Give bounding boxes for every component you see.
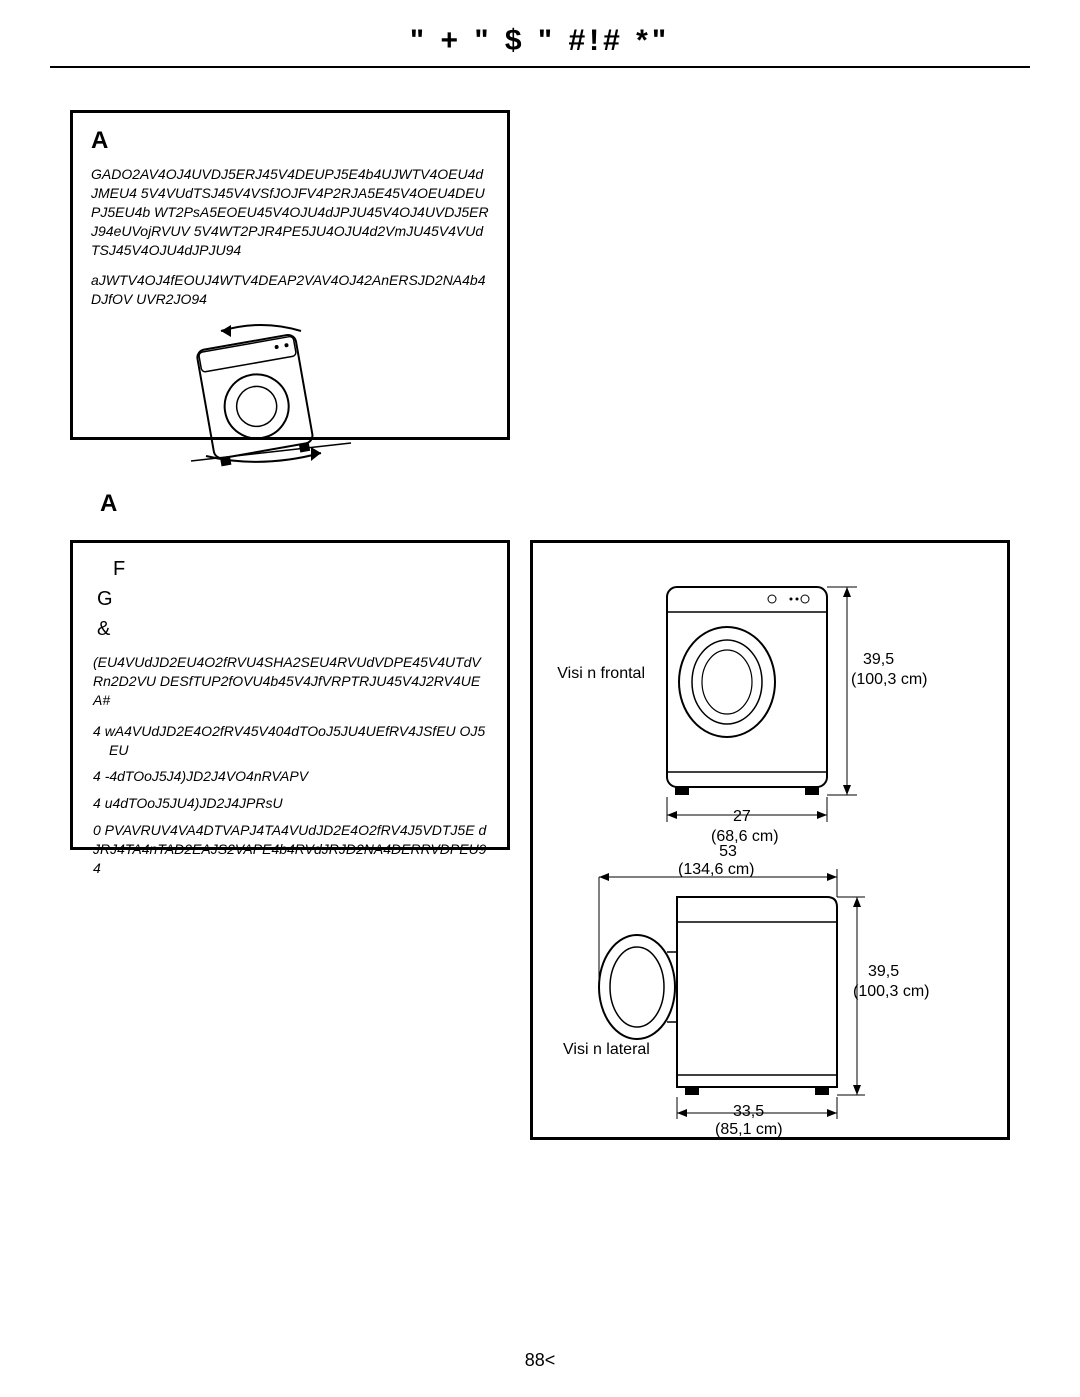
section2-para1: (EU4VUdJD2EU4O2fRVU4SHA2SEU4RVUdVDPE45V4… [93, 653, 487, 710]
bullet-3: u4dTOoJ5JU4)JD2J4JPRsU [93, 794, 487, 813]
side-label: Visi n lateral [563, 1041, 650, 1059]
d-in: 33,5 [733, 1103, 764, 1121]
w1-in: 27 [733, 808, 751, 826]
section1-para1: GADO2AV4OJ4UVDJ5ERJ45V4DEUPJ5E4b4UJWTV4O… [91, 165, 489, 259]
section1-para2: aJWTV4OJ4fEOUJ4WTV4DEAP2VAV4OJ42AnERSJD2… [91, 271, 489, 309]
section-box-2: F G & (EU4VUdJD2EU4O2fRVU4SHA2SEU4RVUdVD… [70, 540, 510, 850]
section2-heading: A [100, 490, 117, 518]
h2-cm: (100,3 cm) [853, 983, 929, 1001]
d-open-cm: (134,6 cm) [678, 861, 754, 879]
washer-tilt-illustration [151, 321, 371, 471]
bullet-1: wA4VUdJD2E4O2fRV45V404dTOoJ5JU4UEfRV4JSf… [93, 722, 487, 760]
section-box-1: A GADO2AV4OJ4UVDJ5ERJ45V4DEUPJ5E4b4UJWTV… [70, 110, 510, 440]
section1-heading: A [91, 127, 489, 155]
dimensions-box: Visi n frontal 39,5 (100,3 cm) 27 (68,6 … [530, 540, 1010, 1140]
h1-cm: (100,3 cm) [851, 671, 927, 689]
d-open-in: 53 [698, 843, 758, 861]
sub-g: G [97, 587, 487, 611]
page-title: " + " $ " #!# *" [0, 0, 1080, 66]
title-rule [50, 66, 1030, 68]
section2-note: 0 PVAVRUV4VA4DTVAPJ4TA4VUdJD2E4O2fRV4J5V… [93, 821, 487, 878]
d-cm: (85,1 cm) [715, 1121, 783, 1139]
sub-f: F [113, 557, 487, 581]
front-label: Visi n frontal [555, 665, 645, 683]
bullet-2: -4dTOoJ5J4)JD2J4VO4nRVAPV [93, 767, 487, 786]
sub-amp: & [97, 617, 487, 641]
h2-in: 39,5 [868, 963, 899, 981]
page-number: 88< [0, 1350, 1080, 1371]
h1-in: 39,5 [863, 651, 894, 669]
